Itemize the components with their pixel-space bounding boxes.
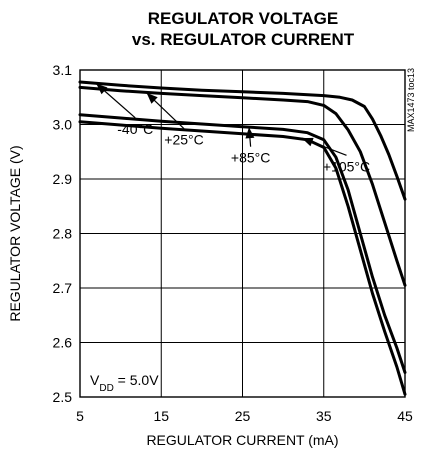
curve-annotations: -40°C +25°C +85°C +105°C (95, 83, 370, 174)
series-label: -40°C (117, 121, 153, 137)
plot-frame (79, 69, 406, 398)
x-axis-label: REGULATOR CURRENT (mA) (146, 432, 338, 448)
series-curves (78, 80, 407, 396)
y-tick-label: 2.9 (53, 171, 73, 187)
arrowhead-icon (245, 127, 255, 139)
y-tick-label: 3.0 (53, 117, 73, 133)
part-code: MAX1473 toc13 (406, 68, 416, 132)
y-tick-label: 2.6 (53, 335, 73, 351)
y-tick-label: 3.1 (53, 62, 73, 78)
series-line-1 (78, 80, 407, 201)
y-tick-label: 2.5 (53, 389, 73, 405)
condition-symbol: V (90, 372, 100, 388)
condition-value: = 5.0V (114, 372, 159, 388)
y-tick-label: 2.7 (53, 280, 73, 296)
condition-label: VDD = 5.0V (90, 372, 159, 394)
y-axis-label: REGULATOR VOLTAGE (V) (7, 145, 23, 321)
series-label: +25°C (164, 132, 203, 148)
x-tick-label: 25 (235, 408, 251, 424)
chart-title-line-2: vs. REGULATOR CURRENT (132, 30, 355, 49)
y-tick-labels: 3.1 3.0 2.9 2.8 2.7 2.6 2.5 (53, 62, 73, 405)
chart-title-line-1: REGULATOR VOLTAGE (148, 9, 338, 28)
y-tick-label: 2.8 (53, 226, 73, 242)
x-tick-label: 15 (153, 408, 169, 424)
arrowhead-icon (96, 83, 108, 95)
series-label: +85°C (231, 150, 270, 166)
condition-subscript: DD (99, 383, 113, 394)
x-tick-labels: 5 15 25 35 45 (76, 408, 413, 424)
series-label: +105°C (323, 158, 370, 174)
arrowhead-icon (146, 92, 158, 104)
series-line-4 (78, 120, 407, 396)
arrowhead-icon (301, 137, 314, 147)
series-line-2 (78, 85, 407, 287)
x-tick-label: 35 (316, 408, 332, 424)
x-tick-label: 5 (76, 408, 84, 424)
grid (80, 70, 405, 397)
x-tick-label: 45 (397, 408, 413, 424)
chart-title: REGULATOR VOLTAGE vs. REGULATOR CURRENT (132, 9, 355, 49)
series-line-3 (78, 113, 407, 374)
